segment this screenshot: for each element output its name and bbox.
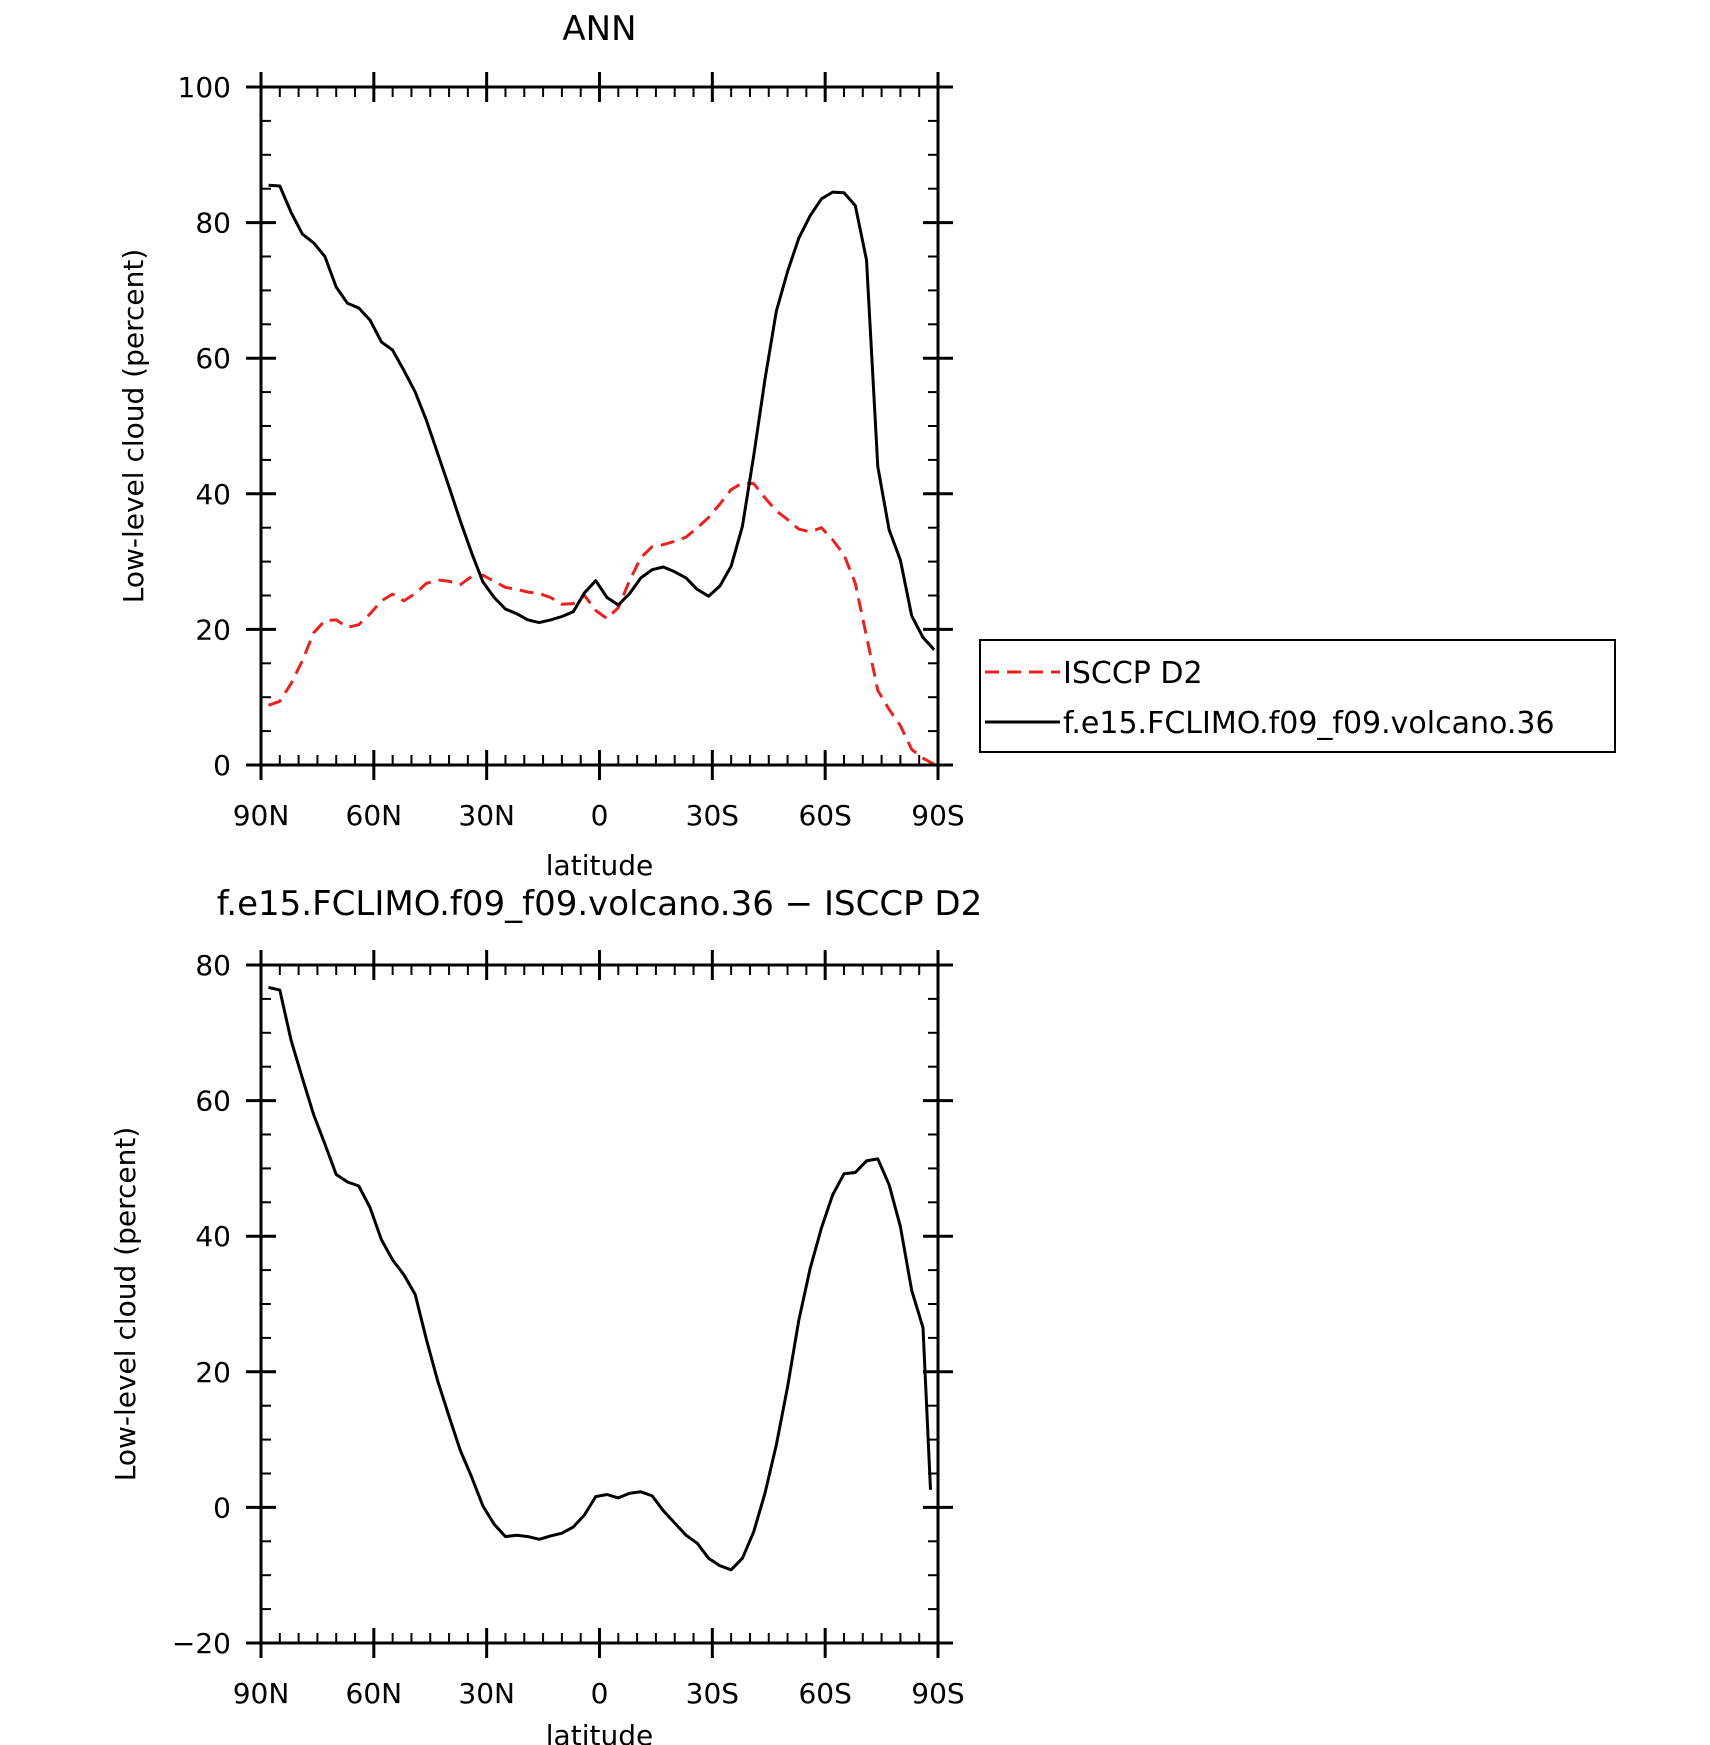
x-axis-label: latitude: [546, 849, 653, 882]
x-tick-label: 0: [591, 1677, 609, 1710]
plot-frame: [259, 963, 940, 1645]
x-axis-label: latitude: [546, 1719, 653, 1745]
x-tick-label: 30S: [686, 1677, 739, 1710]
x-tick-label: 60N: [346, 1677, 403, 1710]
y-tick-label: −20: [172, 1627, 231, 1660]
x-tick-label: 90S: [911, 799, 964, 832]
x-tick-label: 60S: [798, 1677, 851, 1710]
y-tick-label: 80: [195, 207, 231, 240]
chart-title: f.e15.FCLIMO.f09_f09.volcano.36 − ISCCP …: [217, 884, 982, 924]
series-line-isccp-d2: [267, 481, 935, 766]
y-tick-label: 40: [195, 1220, 231, 1253]
y-tick-label: 100: [178, 71, 231, 104]
x-tick-label: 60N: [346, 799, 403, 832]
difference-panel: f.e15.FCLIMO.f09_f09.volcano.36 − ISCCP …: [109, 884, 982, 1745]
y-tick-label: 20: [195, 1356, 231, 1389]
legend-label: f.e15.FCLIMO.f09_f09.volcano.36: [1063, 706, 1555, 741]
x-tick-label: 0: [591, 799, 609, 832]
y-tick-label: 0: [213, 1491, 231, 1524]
annual-mean-panel: ANN 90N 60N 30N 0 30S 60S 90S 0 20 40 60 80 100 latitu…: [117, 9, 1616, 882]
y-tick-label: 0: [213, 749, 231, 782]
legend: ISCCP D2 f.e15.FCLIMO.f09_f09.volcano.36: [979, 639, 1616, 753]
chart-title: ANN: [562, 9, 636, 49]
y-axis-label: Low-level cloud (percent): [117, 249, 150, 604]
plot-frame: [259, 85, 940, 767]
x-tick-label: 30N: [458, 799, 515, 832]
difference-series-line: [268, 985, 932, 1572]
series-line-f-e15-fclimo-f09-f09-volcano-36: [268, 183, 936, 651]
y-tick-label: 80: [195, 949, 231, 982]
y-tick-label: 60: [195, 1085, 231, 1118]
x-tick-label: 90S: [911, 1677, 964, 1710]
x-tick-label: 30N: [458, 1677, 515, 1710]
x-tick-label: 90N: [233, 1677, 290, 1710]
x-tick-label: 90N: [233, 799, 290, 832]
y-tick-label: 20: [195, 613, 231, 646]
y-tick-label: 40: [195, 478, 231, 511]
legend-label: ISCCP D2: [1063, 656, 1203, 691]
x-tick-label: 30S: [686, 799, 739, 832]
y-tick-label: 60: [195, 342, 231, 375]
y-axis-label: Low-level cloud (percent): [109, 1127, 142, 1482]
legend-box: [979, 639, 1616, 753]
x-tick-label: 60S: [798, 799, 851, 832]
